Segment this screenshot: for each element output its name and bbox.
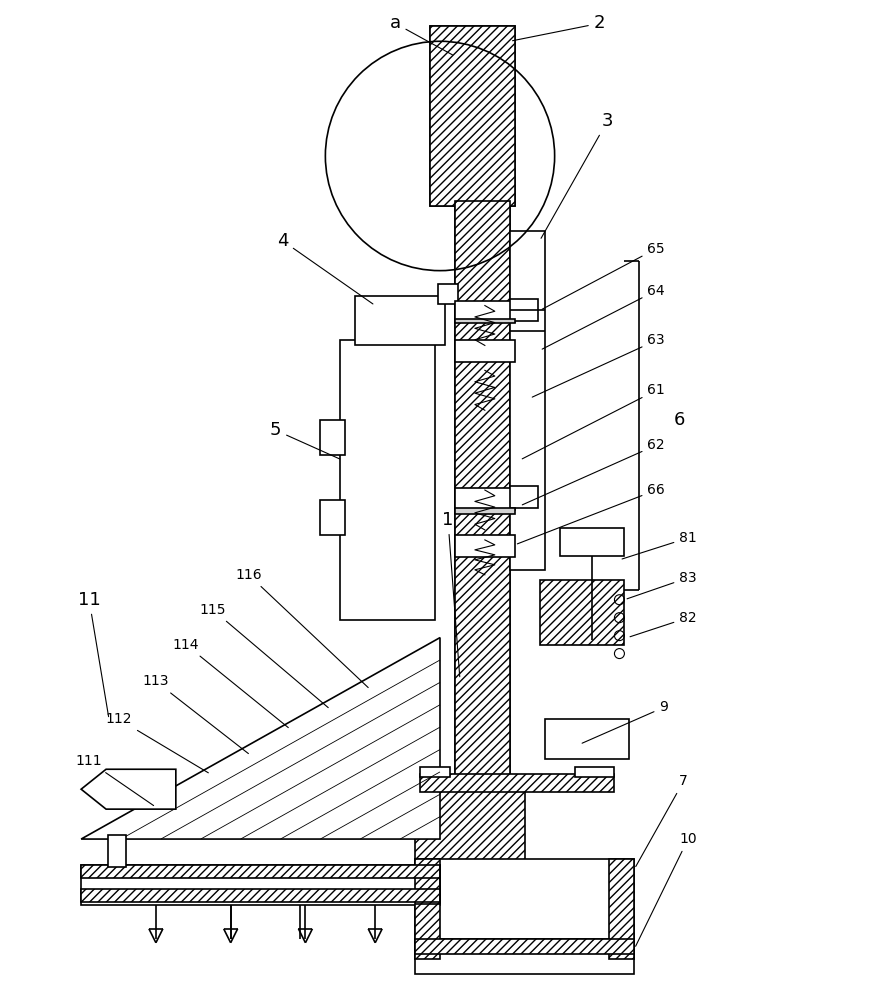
- Polygon shape: [368, 929, 382, 943]
- Polygon shape: [81, 638, 440, 839]
- Polygon shape: [81, 769, 176, 809]
- Bar: [455, 319, 515, 323]
- Bar: [356, 296, 445, 345]
- Text: 2: 2: [512, 14, 605, 41]
- Text: 62: 62: [523, 438, 665, 505]
- Bar: [320, 500, 345, 535]
- Text: 114: 114: [172, 638, 289, 728]
- Bar: [539, 580, 625, 645]
- Text: 6: 6: [673, 411, 685, 429]
- Bar: [430, 26, 515, 206]
- Text: 66: 66: [517, 483, 665, 544]
- Bar: [415, 859, 634, 959]
- Bar: [455, 535, 515, 557]
- Text: 82: 82: [630, 611, 697, 637]
- Polygon shape: [224, 929, 238, 943]
- Text: 81: 81: [622, 531, 697, 559]
- Bar: [560, 528, 625, 556]
- Bar: [430, 26, 515, 206]
- Bar: [610, 859, 634, 959]
- Bar: [455, 201, 510, 779]
- Text: 83: 83: [627, 571, 697, 599]
- Text: 111: 111: [76, 754, 154, 806]
- Bar: [575, 767, 614, 777]
- Text: 9: 9: [582, 700, 668, 743]
- Bar: [455, 201, 510, 779]
- Text: 116: 116: [235, 568, 368, 688]
- Bar: [438, 284, 458, 304]
- Bar: [455, 340, 515, 362]
- Text: 5: 5: [270, 421, 340, 459]
- Bar: [341, 340, 435, 620]
- Bar: [510, 299, 538, 320]
- Bar: [455, 301, 515, 322]
- Text: 1: 1: [443, 511, 459, 677]
- Bar: [545, 719, 629, 759]
- Bar: [415, 784, 524, 864]
- Bar: [320, 420, 345, 455]
- Text: 3: 3: [541, 112, 613, 238]
- Polygon shape: [298, 929, 312, 943]
- Text: 63: 63: [532, 333, 665, 397]
- Polygon shape: [149, 929, 163, 943]
- Bar: [81, 865, 440, 878]
- Text: 64: 64: [542, 284, 665, 349]
- Bar: [81, 889, 440, 902]
- Bar: [81, 865, 440, 905]
- Bar: [455, 488, 515, 510]
- Bar: [415, 939, 634, 974]
- Text: 4: 4: [276, 232, 373, 304]
- Bar: [415, 859, 440, 959]
- Text: 61: 61: [522, 383, 665, 459]
- Bar: [420, 774, 614, 792]
- Text: 113: 113: [143, 674, 248, 754]
- Bar: [510, 486, 538, 508]
- Bar: [420, 767, 450, 777]
- Bar: [415, 939, 634, 954]
- Text: 10: 10: [635, 832, 697, 946]
- Bar: [455, 508, 515, 514]
- Bar: [510, 231, 545, 570]
- Text: 7: 7: [635, 774, 688, 867]
- Text: 112: 112: [106, 712, 209, 773]
- Bar: [108, 835, 126, 867]
- Text: 11: 11: [77, 591, 108, 717]
- Text: a: a: [390, 14, 452, 55]
- Text: 115: 115: [200, 603, 328, 708]
- Text: 65: 65: [542, 242, 665, 309]
